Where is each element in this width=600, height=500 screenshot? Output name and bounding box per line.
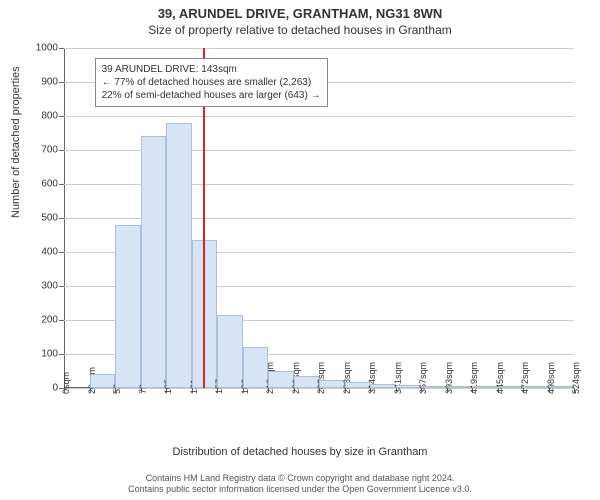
footer-line-2: Contains public sector information licen… — [0, 484, 600, 496]
x-tick-label: 393sqm — [444, 362, 454, 394]
x-tick-label: 524sqm — [571, 362, 581, 394]
annotation-box: 39 ARUNDEL DRIVE: 143sqm← 77% of detache… — [95, 58, 328, 107]
histogram-bar — [115, 225, 141, 388]
histogram-bar — [268, 371, 294, 388]
x-axis-label: Distribution of detached houses by size … — [0, 446, 600, 458]
histogram-bar — [141, 136, 167, 388]
y-tick-label: 700 — [41, 145, 64, 156]
x-tick-label: 419sqm — [469, 362, 479, 394]
histogram-bar — [472, 386, 498, 388]
x-tick-label: 341sqm — [393, 362, 403, 394]
y-tick-label: 500 — [41, 213, 64, 224]
x-tick-label: 472sqm — [520, 362, 530, 394]
gridline — [64, 48, 574, 49]
histogram-bar — [217, 315, 243, 388]
histogram-bar — [421, 386, 447, 388]
y-tick-label: 900 — [41, 77, 64, 88]
y-tick-label: 600 — [41, 179, 64, 190]
histogram-bar — [319, 380, 345, 389]
x-tick-label: 0sqm — [61, 372, 71, 394]
histogram-bar — [166, 123, 192, 388]
y-tick-label: 100 — [41, 349, 64, 360]
annotation-line: 39 ARUNDEL DRIVE: 143sqm — [102, 63, 321, 76]
y-tick-label: 1000 — [36, 43, 64, 54]
plot-area: 010020030040050060070080090010000sqm26sq… — [64, 48, 574, 388]
histogram-bar — [523, 386, 549, 388]
annotation-line: ← 77% of detached houses are smaller (2,… — [102, 76, 321, 89]
y-tick-label: 400 — [41, 247, 64, 258]
x-tick-label: 262sqm — [316, 362, 326, 394]
y-tick-label: 300 — [41, 281, 64, 292]
footer: Contains HM Land Registry data © Crown c… — [0, 473, 600, 496]
x-tick-label: 498sqm — [546, 362, 556, 394]
footer-line-1: Contains HM Land Registry data © Crown c… — [0, 473, 600, 485]
y-tick-label: 800 — [41, 111, 64, 122]
chart-container: 39, ARUNDEL DRIVE, GRANTHAM, NG31 8WN Si… — [0, 0, 600, 500]
y-axis-label: Number of detached properties — [10, 66, 22, 218]
x-tick-label: 288sqm — [342, 362, 352, 394]
histogram-bar — [370, 384, 396, 388]
chart-subtitle: Size of property relative to detached ho… — [0, 21, 600, 37]
x-tick-label: 445sqm — [495, 362, 505, 394]
x-tick-label: 314sqm — [367, 362, 377, 394]
annotation-line: 22% of semi-detached houses are larger (… — [102, 89, 321, 102]
chart-title: 39, ARUNDEL DRIVE, GRANTHAM, NG31 8WN — [0, 0, 600, 21]
gridline — [64, 116, 574, 117]
y-tick-label: 200 — [41, 315, 64, 326]
x-tick-label: 367sqm — [418, 362, 428, 394]
